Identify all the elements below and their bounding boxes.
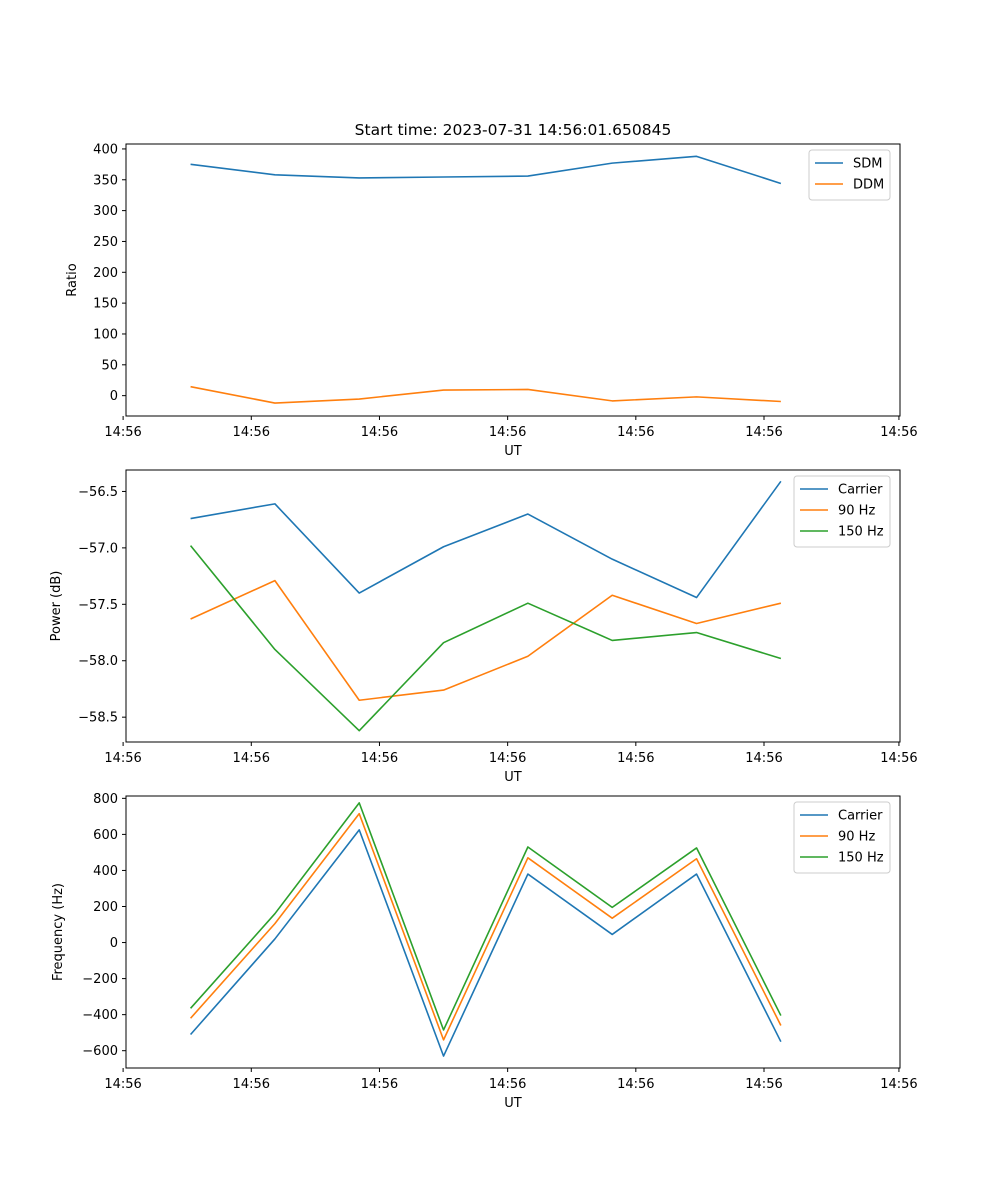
y-tick-label: −200 [82, 972, 118, 987]
y-axis-label: Ratio [65, 263, 80, 296]
legend-label: 90 Hz [838, 504, 875, 519]
y-tick-label: −600 [82, 1044, 118, 1059]
y-tick-label: −58.0 [78, 654, 118, 669]
x-tick-label: 14:56 [745, 1077, 782, 1092]
x-tick-label: 14:56 [880, 1077, 917, 1092]
figure-title: Start time: 2023-07-31 14:56:01.650845 [355, 121, 672, 139]
axes-frame [125, 469, 901, 743]
y-tick-label: 400 [93, 142, 118, 157]
x-tick-label: 14:56 [104, 1077, 141, 1092]
legend: SDM DDM [808, 149, 891, 201]
legend-label: SDM [853, 157, 882, 172]
legend: Carrier 90 Hz 150 Hz [793, 475, 891, 548]
y-tick-label: 50 [101, 358, 118, 373]
power-panel: 14:56 14:56 14:56 14:56 14:56 14:56 14:56 −58.5… [49, 469, 918, 785]
y-tick-label: 150 [93, 297, 118, 312]
x-tick-label: 14:56 [617, 425, 654, 440]
x-tick-label: 14:56 [617, 1077, 654, 1092]
x-tick-label: 14:56 [489, 751, 526, 766]
y-tick-label: 0 [110, 389, 118, 404]
y-tick-label: 800 [93, 792, 118, 807]
ratio-series-sdm-line [190, 155, 782, 185]
y-tick-label: 250 [93, 235, 118, 250]
legend-label: 150 Hz [838, 525, 884, 540]
x-axis-label: UT [504, 444, 522, 459]
legend-box [793, 801, 891, 874]
frequency-series-carrier-line [189, 829, 782, 1057]
y-tick-label: 200 [93, 900, 118, 915]
x-axis-label: UT [504, 1096, 522, 1111]
frequency-panel: 14:56 14:56 14:56 14:56 14:56 14:56 14:56 −600 −… [51, 792, 918, 1111]
x-tick-label: 14:56 [233, 751, 270, 766]
legend-label: Carrier [838, 483, 883, 498]
y-axis-label: Frequency (Hz) [51, 883, 66, 981]
y-tick-label: −56.5 [78, 485, 118, 500]
y-tick-label: 600 [93, 828, 118, 843]
x-tick-label: 14:56 [745, 751, 782, 766]
y-tick-label: −57.0 [78, 541, 118, 556]
legend-label: 90 Hz [838, 830, 875, 845]
x-tick-label: 14:56 [233, 425, 270, 440]
power-series-90-hz-line [190, 579, 782, 702]
x-tick-label: 14:56 [361, 425, 398, 440]
legend-label: Carrier [838, 809, 883, 824]
y-tick-label: 0 [110, 936, 118, 951]
legend: Carrier 90 Hz 150 Hz [793, 801, 891, 874]
y-tick-label: 400 [93, 864, 118, 879]
x-tick-label: 14:56 [104, 751, 141, 766]
axes-frame [125, 795, 901, 1069]
frequency-series-90-hz-line [189, 812, 782, 1041]
legend-label: DDM [853, 178, 884, 193]
x-tick-label: 14:56 [880, 425, 917, 440]
x-tick-label: 14:56 [104, 425, 141, 440]
x-tick-label: 14:56 [361, 751, 398, 766]
ratio-series-ddm-line [190, 385, 781, 404]
y-tick-label: 200 [93, 266, 118, 281]
x-axis-label: UT [504, 770, 522, 785]
y-tick-label: 100 [93, 327, 118, 342]
x-tick-label: 14:56 [489, 425, 526, 440]
x-tick-label: 14:56 [880, 751, 917, 766]
y-tick-label: −400 [82, 1008, 118, 1023]
y-axis-label: Power (dB) [49, 571, 64, 642]
power-series-150-hz-line [189, 545, 782, 732]
y-tick-label: −58.5 [78, 711, 118, 726]
power-series-carrier-line [190, 480, 782, 599]
x-tick-label: 14:56 [361, 1077, 398, 1092]
y-tick-label: 350 [93, 173, 118, 188]
frequency-series-150-hz-line [189, 802, 782, 1031]
legend-label: 150 Hz [838, 851, 884, 866]
x-tick-label: 14:56 [489, 1077, 526, 1092]
x-tick-label: 14:56 [745, 425, 782, 440]
x-tick-label: 14:56 [233, 1077, 270, 1092]
ratio-panel: 14:56 14:56 14:56 14:56 14:56 14:56 14:56 0 50 10… [65, 142, 918, 459]
axes-frame [125, 143, 901, 417]
y-tick-label: −57.5 [78, 598, 118, 613]
x-tick-label: 14:56 [617, 751, 654, 766]
y-tick-label: 300 [93, 204, 118, 219]
legend-box [793, 475, 891, 548]
